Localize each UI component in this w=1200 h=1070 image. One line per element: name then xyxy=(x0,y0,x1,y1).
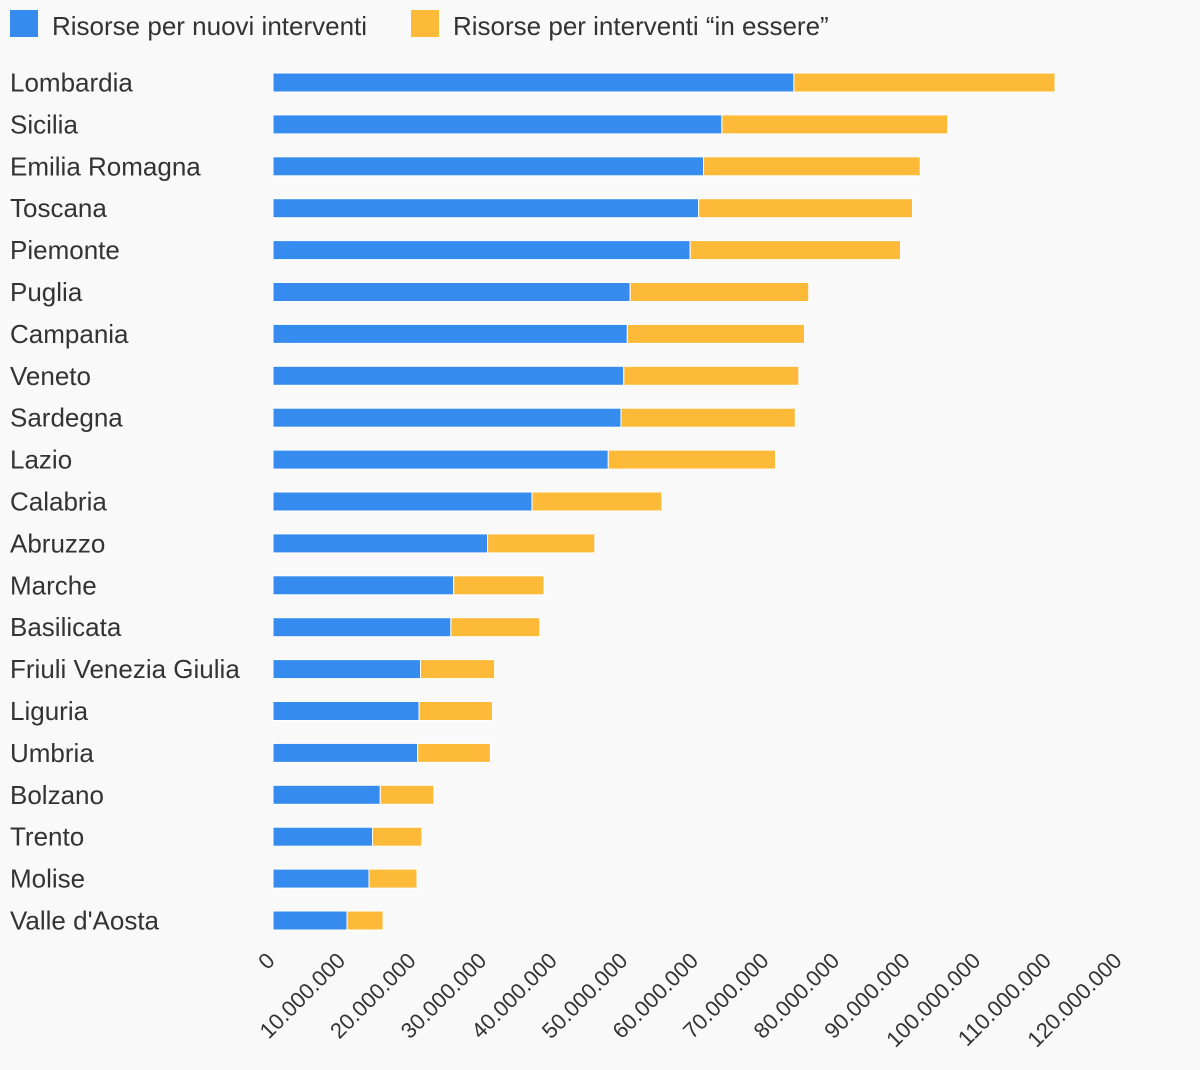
category-label-calabria: Calabria xyxy=(10,487,107,517)
bar-marche-series-2 xyxy=(453,575,545,596)
bar-toscana-series-1 xyxy=(272,198,700,219)
bar-basilicata-series-2 xyxy=(450,617,541,638)
legend-swatch-2 xyxy=(411,10,439,37)
bar-calabria-series-2 xyxy=(531,491,663,512)
category-label-lombardia: Lombardia xyxy=(10,68,133,98)
bar-trento-series-1 xyxy=(272,826,374,847)
bar-veneto-series-2 xyxy=(623,365,800,386)
bar-basilicata-series-1 xyxy=(272,617,452,638)
category-label-emilia-romagna: Emilia Romagna xyxy=(10,151,201,181)
bar-abruzzo-series-1 xyxy=(272,533,489,554)
bar-liguria-series-1 xyxy=(272,701,420,721)
bar-campania-series-1 xyxy=(272,323,628,344)
bar-friuli-venezia-giulia-series-2 xyxy=(420,659,496,680)
x-axis-tick-labels: 010.000.00020.000.00030.000.00040.000.00… xyxy=(253,948,1126,1052)
bar-lombardia-series-2 xyxy=(793,72,1056,93)
bar-emilia-romagna-series-1 xyxy=(272,156,705,177)
bar-calabria-series-1 xyxy=(272,491,533,512)
category-label-valle-d-aosta: Valle d'Aosta xyxy=(10,906,160,936)
legend-swatch-1 xyxy=(10,10,38,37)
bar-molise-series-2 xyxy=(368,868,418,889)
bar-lombardia-series-1 xyxy=(272,72,795,93)
bar-puglia-series-1 xyxy=(272,282,631,302)
bar-umbria-series-1 xyxy=(272,742,419,763)
bar-liguria-series-2 xyxy=(418,701,494,721)
bar-piemonte-series-2 xyxy=(689,240,901,261)
category-label-puglia: Puglia xyxy=(10,277,83,307)
legend: Risorse per nuovi interventi Risorse per … xyxy=(10,10,829,41)
bar-lazio-series-1 xyxy=(272,449,609,470)
bar-bolzano-series-1 xyxy=(272,784,381,805)
bar-trento-series-2 xyxy=(372,826,423,847)
bar-molise-series-1 xyxy=(272,868,370,889)
bar-sicilia-series-2 xyxy=(721,114,949,135)
category-label-bolzano: Bolzano xyxy=(10,780,104,810)
legend-label-2: Risorse per interventi “in essere” xyxy=(453,11,829,41)
category-label-liguria: Liguria xyxy=(10,696,89,726)
category-label-campania: Campania xyxy=(10,319,129,349)
category-label-toscana: Toscana xyxy=(10,193,107,223)
bar-bolzano-series-2 xyxy=(379,784,435,805)
category-label-abruzzo: Abruzzo xyxy=(10,528,105,558)
bars xyxy=(272,72,1056,931)
category-label-marche: Marche xyxy=(10,570,97,600)
bar-emilia-romagna-series-2 xyxy=(703,156,921,177)
category-label-trento: Trento xyxy=(10,822,84,852)
x-tick-label-0: 0 xyxy=(253,948,279,974)
bar-piemonte-series-1 xyxy=(272,240,691,261)
category-label-sicilia: Sicilia xyxy=(10,109,78,139)
category-label-molise: Molise xyxy=(10,864,85,894)
bar-valle-d-aosta-series-1 xyxy=(272,910,348,931)
bar-sardegna-series-1 xyxy=(272,407,622,428)
category-label-lazio: Lazio xyxy=(10,445,72,475)
bar-friuli-venezia-giulia-series-1 xyxy=(272,659,422,680)
category-label-basilicata: Basilicata xyxy=(10,612,122,642)
category-label-sardegna: Sardegna xyxy=(10,403,123,433)
bar-umbria-series-2 xyxy=(417,742,491,763)
bar-abruzzo-series-2 xyxy=(487,533,596,554)
category-label-friuli-venezia-giulia: Friuli Venezia Giulia xyxy=(10,654,240,684)
category-label-umbria: Umbria xyxy=(10,738,94,768)
bar-sicilia-series-1 xyxy=(272,114,723,135)
bar-sardegna-series-2 xyxy=(620,407,796,428)
bar-puglia-series-2 xyxy=(629,282,810,302)
bar-marche-series-1 xyxy=(272,575,455,596)
bar-valle-d-aosta-series-2 xyxy=(346,910,384,931)
bar-lazio-series-2 xyxy=(607,449,777,470)
bar-campania-series-2 xyxy=(626,323,805,344)
bar-toscana-series-2 xyxy=(698,198,913,219)
category-label-veneto: Veneto xyxy=(10,361,91,391)
bar-veneto-series-1 xyxy=(272,365,625,386)
category-labels: Lombardia Sicilia Emilia Romagna Toscana Pie… xyxy=(10,68,240,936)
category-label-piemonte: Piemonte xyxy=(10,235,120,265)
legend-label-1: Risorse per nuovi interventi xyxy=(52,11,367,41)
